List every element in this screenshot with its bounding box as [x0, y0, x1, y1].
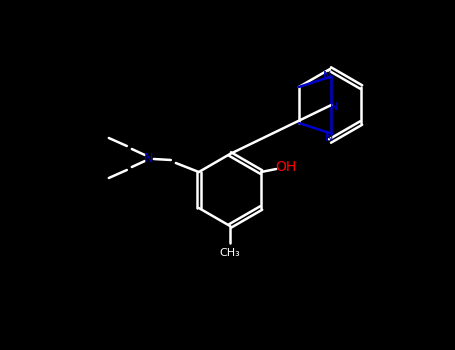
Text: N: N — [330, 102, 339, 112]
Text: N: N — [323, 71, 332, 82]
Text: N: N — [325, 133, 334, 142]
Text: OH: OH — [276, 160, 297, 174]
Text: N: N — [144, 152, 153, 164]
Text: CH₃: CH₃ — [220, 248, 240, 258]
